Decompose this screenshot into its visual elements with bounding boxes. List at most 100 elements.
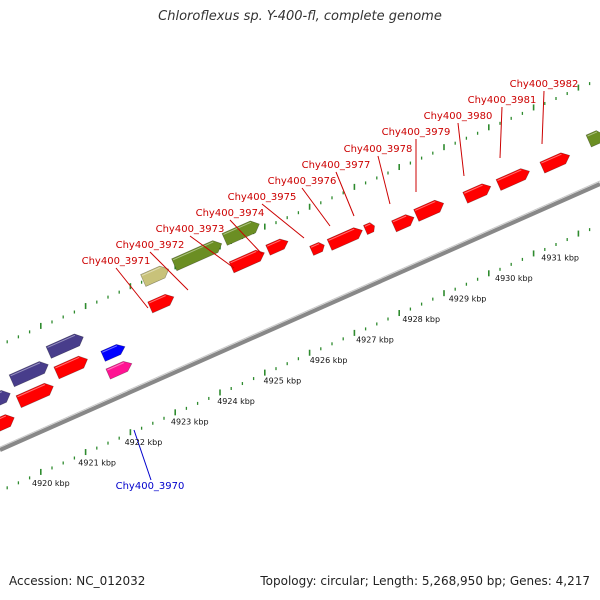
label-leader-line — [189, 235, 235, 269]
gene-arrow — [0, 390, 11, 416]
label-leader-line — [541, 90, 545, 145]
gene-arrow — [309, 241, 325, 256]
gene-feature — [140, 265, 170, 287]
gene-arrow — [265, 238, 289, 256]
kbp-label: 4927 kbp — [356, 336, 394, 345]
outer-tick-row — [6, 82, 591, 344]
gene-arrow — [8, 361, 49, 388]
label-leader-line — [301, 187, 331, 227]
gene-feature — [495, 168, 530, 191]
gene-feature — [171, 240, 223, 272]
inner-tick-row — [6, 228, 591, 490]
kbp-label: 4921 kbp — [78, 459, 116, 468]
gene-feature — [15, 382, 54, 409]
gene-highlight — [497, 169, 522, 181]
gene-arrow — [45, 333, 84, 359]
gene-feature — [100, 344, 126, 362]
gene-feature — [413, 199, 445, 222]
label-leader-line — [377, 155, 391, 205]
label-leader-line — [457, 122, 465, 177]
gene-label: Chy400_3982 — [510, 79, 579, 90]
label-leader-line — [499, 106, 503, 159]
gene-highlight — [172, 241, 214, 261]
gene-arrow — [228, 249, 265, 274]
gene-arrow — [462, 183, 492, 204]
gene-arrow — [0, 414, 15, 441]
kbp-label: 4922 kbp — [125, 438, 163, 447]
gene-arrow — [147, 293, 175, 314]
gene-arrow — [326, 227, 363, 251]
gene-highlight — [230, 251, 257, 264]
gene-label: Chy400_3981 — [468, 95, 537, 106]
gene-highlight — [47, 334, 76, 348]
gene-highlight — [310, 243, 320, 248]
gene-feature — [309, 241, 325, 256]
gene-highlight — [55, 356, 80, 369]
gene-arrow — [53, 355, 88, 380]
gene-highlight — [149, 295, 166, 304]
gene-feature — [228, 249, 265, 274]
gene-label: Chy400_3975 — [228, 192, 297, 203]
gene-feature — [265, 238, 289, 256]
label-leaders — [115, 90, 545, 481]
gene-highlight — [17, 384, 46, 398]
kbp-label: 4929 kbp — [449, 294, 487, 303]
summary-text: Topology: circular; Length: 5,268,950 bp… — [260, 574, 590, 588]
gene-highlight — [102, 345, 118, 353]
gene-arrow — [585, 130, 600, 148]
gene-highlight — [107, 362, 125, 371]
accession-text: Accession: NC_012032 — [9, 574, 146, 588]
gene-labels: Chy400_3971 Chy400_3972 Chy400_3973 Chy400_… — [82, 79, 579, 492]
gene-arrow — [100, 344, 126, 362]
gene-arrow — [15, 382, 54, 409]
gene-feature — [105, 361, 133, 380]
gene-feature — [326, 227, 363, 251]
gene-features — [0, 130, 600, 441]
kbp-label: 4931 kbp — [541, 253, 579, 262]
gene-feature — [363, 222, 375, 235]
gene-feature — [539, 152, 571, 174]
label-leader-line — [229, 219, 263, 255]
gene-feature — [147, 293, 175, 314]
gene-highlight — [587, 131, 598, 137]
gene-label: Chy400_3971 — [82, 256, 151, 267]
gene-label: Chy400_3973 — [156, 224, 225, 235]
gene-arrow — [413, 199, 445, 222]
gene-label: Chy400_3979 — [382, 127, 451, 138]
label-leader-line — [149, 251, 189, 291]
genome-backbone — [0, 182, 600, 452]
gene-highlight — [328, 228, 355, 241]
label-leader-line — [115, 267, 149, 309]
gene-highlight — [414, 201, 436, 211]
gene-label: Chy400_3972 — [116, 240, 185, 251]
gene-arrow — [363, 222, 375, 235]
gene-highlight — [0, 415, 7, 430]
gene-highlight — [541, 153, 562, 164]
gene-arrow — [140, 265, 170, 287]
gene-highlight — [10, 362, 41, 377]
kbp-label: 4926 kbp — [310, 356, 348, 365]
kbp-label: 4930 kbp — [495, 274, 533, 283]
gene-label: Chy400_3978 — [344, 144, 413, 155]
gene-arrow — [391, 214, 415, 233]
gene-arrow — [495, 168, 530, 191]
gene-highlight — [141, 266, 161, 276]
gene-highlight — [267, 239, 281, 247]
kbp-label: 4924 kbp — [217, 397, 255, 406]
kbp-label: 4923 kbp — [171, 418, 209, 427]
gene-highlight — [464, 184, 483, 194]
backbone-shadow — [0, 180, 600, 448]
label-leader-line — [335, 171, 355, 217]
reverse-gene-label: Chy400_3970 — [116, 481, 185, 492]
gene-feature — [53, 355, 88, 380]
gene-label: Chy400_3980 — [424, 111, 493, 122]
gene-feature — [45, 333, 84, 359]
gene-feature — [8, 361, 49, 388]
gene-feature — [0, 414, 15, 441]
map-title: Chloroflexus sp. Y-400-fl, complete geno… — [158, 9, 442, 24]
gene-feature — [585, 130, 600, 148]
kbp-label: 4920 kbp — [32, 479, 70, 488]
kbp-labels: 4920 kbp 4921 kbp 4922 kbp 4923 kbp 4924 kbp… — [32, 253, 579, 488]
gene-feature — [0, 390, 11, 416]
